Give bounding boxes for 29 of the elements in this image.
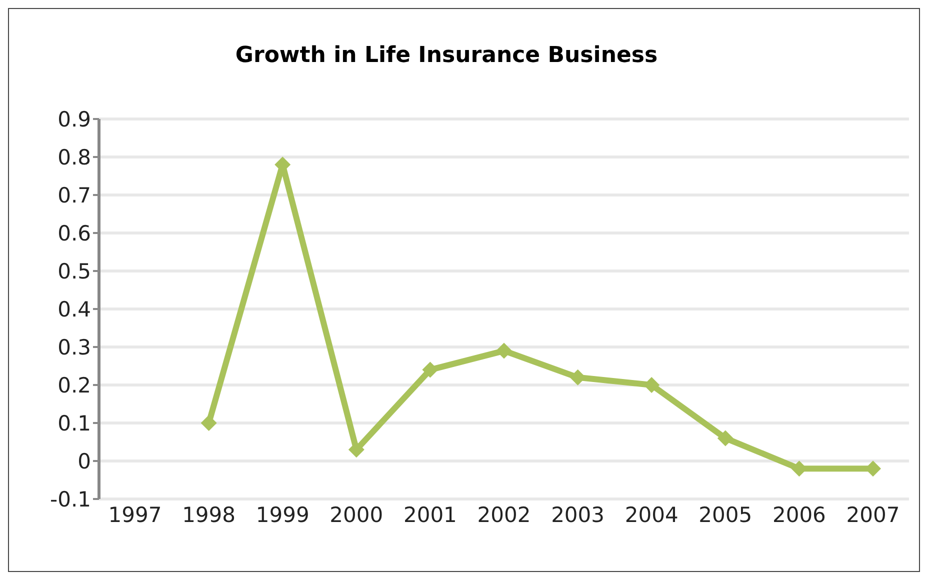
y-tick-label: 0.6	[58, 221, 91, 246]
point	[348, 442, 364, 458]
y-tick-label: 0.3	[58, 335, 91, 360]
x-tick-label: 2003	[551, 502, 605, 527]
chart-title: Growth in Life Insurance Business	[234, 43, 659, 68]
x-tick-label: 2006	[772, 502, 826, 527]
x-tick-label: 1999	[256, 502, 310, 527]
point	[717, 430, 734, 446]
x-tick-label: 1998	[182, 502, 236, 527]
point	[496, 342, 512, 359]
y-tick-label: 0.1	[58, 411, 91, 436]
y-tick-label: 0.4	[58, 297, 91, 322]
y-tick-label: 0.9	[58, 107, 91, 132]
x-tick-label: 2004	[624, 502, 678, 527]
y-tick-label: -0.1	[50, 487, 91, 512]
x-tick-label: 2001	[403, 502, 457, 527]
x-tick-label: 2000	[330, 502, 384, 527]
point	[200, 415, 217, 431]
x-tick-label: 1997	[108, 502, 162, 527]
point	[644, 377, 660, 393]
y-tick-label: 0.2	[58, 373, 91, 398]
x-tick-label: 2005	[698, 502, 752, 527]
point	[422, 362, 438, 378]
y-tick-label: 0	[78, 449, 91, 474]
y-tick-label: 0.5	[58, 259, 91, 284]
y-tick-label: 0.7	[58, 183, 91, 208]
x-tick-label: 2002	[477, 502, 531, 527]
y-tick-label: 0.8	[58, 145, 91, 170]
x-tick-label: 2007	[846, 502, 900, 527]
